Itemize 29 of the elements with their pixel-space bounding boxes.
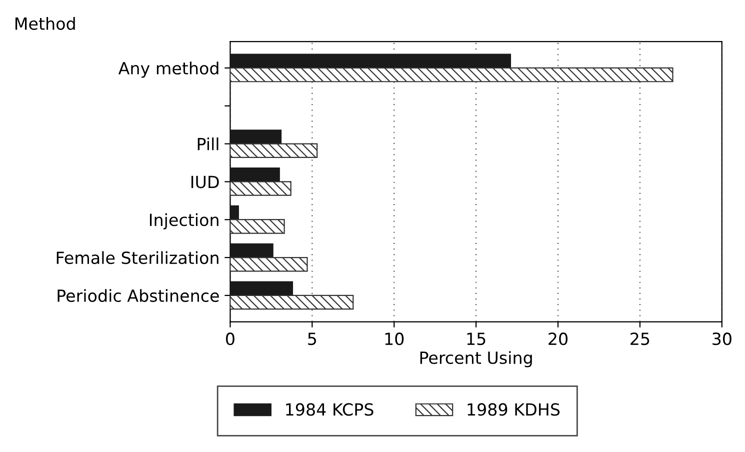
bar <box>230 243 274 258</box>
x-tick-label: 10 <box>385 332 404 346</box>
y-tick-label: Injection <box>150 213 218 230</box>
y-tick-label: Periodic Abstinence <box>58 289 219 302</box>
y-tick-label: Female Sterilization <box>56 251 218 264</box>
x-tick-label: 30 <box>712 332 732 346</box>
bar <box>230 294 354 310</box>
x-tick-label: 0 <box>226 332 234 346</box>
x-tick-label: 5 <box>308 332 316 346</box>
bar <box>230 54 512 69</box>
bar <box>230 130 282 144</box>
legend-label: 1989 KDHS <box>468 403 560 416</box>
bar <box>230 168 280 182</box>
x-tick-label: 15 <box>467 332 486 346</box>
bar <box>230 219 285 234</box>
x-tick-label: 25 <box>630 332 650 346</box>
bar <box>230 205 239 220</box>
bar <box>230 67 674 82</box>
bar <box>230 143 318 158</box>
x-tick-label: 20 <box>548 332 568 346</box>
x-axis-title: Percent Using <box>420 351 532 368</box>
y-tick-label: IUD <box>191 176 219 188</box>
y-tick-label: Any method <box>118 62 218 78</box>
y-axis-title: Method <box>15 17 75 30</box>
legend-label: 1984 KCPS <box>286 403 374 416</box>
bar <box>230 281 294 296</box>
bar <box>230 256 308 272</box>
y-tick-label: Pill <box>198 137 218 150</box>
bar <box>230 181 292 196</box>
